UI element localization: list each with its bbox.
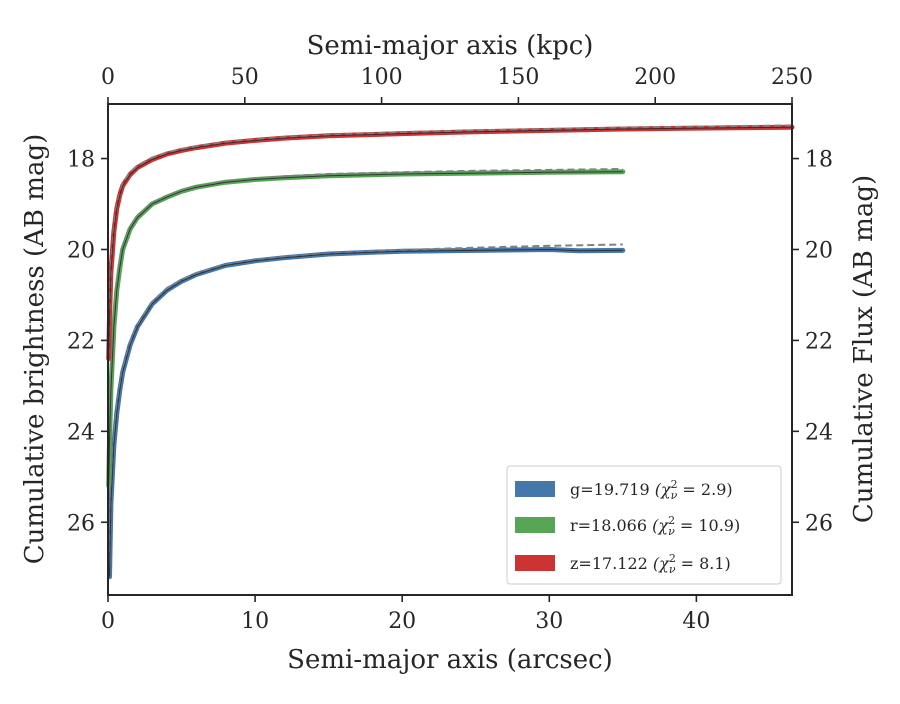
legend-label-r-band: r=18.066 (χ2 ν = 10.9)	[570, 514, 740, 538]
series-g-band-centerline	[109, 248, 623, 577]
x-axis-label: Semi-major axis (arcsec)	[287, 645, 613, 675]
plot-frame	[107, 103, 793, 596]
legend-label-z-band: z=17.122 (χ2 ν = 8.1)	[570, 552, 731, 576]
legend-swatch-r-band	[515, 517, 555, 533]
x-tick-label: 20	[388, 609, 416, 634]
y2-tick-label: 26	[805, 511, 833, 536]
y-tick-label: 22	[67, 329, 95, 354]
legend-frame	[506, 465, 782, 585]
y-tick-label: 24	[67, 420, 95, 445]
x-tick-label: 0	[101, 609, 115, 634]
series-z-band-centerline	[108, 126, 793, 359]
y-tick-label: 18	[67, 148, 95, 173]
y-tick-label: 26	[67, 511, 95, 536]
y2-tick-label: 22	[805, 329, 833, 354]
x2-axis-label: Semi-major axis (kpc)	[307, 31, 594, 61]
legend-items: g=19.719 (χ2 ν = 2.9) r=18.066 (χ2 ν = 10.9…	[515, 478, 740, 576]
y2-axis-label: Cumulative Flux (AB mag)	[849, 175, 879, 523]
x2-tick-label: 250	[771, 65, 813, 90]
series-r-band-curve	[106, 169, 626, 489]
legend-swatch-z-band	[515, 555, 555, 571]
legend: g=19.719 (χ2 ν = 2.9) r=18.066 (χ2 ν = 10.9…	[506, 465, 782, 585]
series-z-band-curve	[106, 124, 795, 362]
y-axis-label: Cumulative brightness (AB mag)	[20, 134, 50, 565]
y2-tick-label: 24	[805, 420, 833, 445]
x2-tick-label: 0	[101, 65, 115, 90]
curves-layer	[106, 124, 795, 580]
series-r-band-centerline	[108, 171, 623, 486]
legend-swatch-g-band	[515, 481, 555, 497]
model-g-band-dashed-curve	[108, 243, 623, 564]
ticks-layer: 0 10 20 30 40 0 50 100 150 200 250 18 20 22 24 26 18 20 22…	[67, 65, 833, 634]
model-z-band-dashed-curve	[107, 124, 793, 355]
x-tick-label: 40	[682, 609, 710, 634]
y2-tick-label: 18	[805, 148, 833, 173]
x2-tick-label: 50	[231, 65, 259, 90]
x-tick-label: 30	[535, 609, 563, 634]
x-tick-label: 10	[241, 609, 269, 634]
legend-label-g-band: g=19.719 (χ2 ν = 2.9)	[570, 478, 733, 502]
y2-tick-label: 20	[805, 238, 833, 263]
x2-tick-label: 200	[634, 65, 676, 90]
model-r-band-dashed-curve	[107, 168, 623, 477]
x2-tick-label: 100	[361, 65, 403, 90]
y-tick-label: 20	[67, 238, 95, 263]
x2-tick-label: 150	[497, 65, 539, 90]
